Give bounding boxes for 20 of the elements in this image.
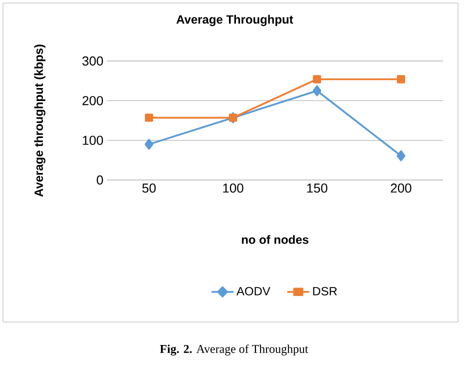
y-tick-label: 300: [82, 56, 103, 66]
y-tick-label: 0: [96, 175, 103, 185]
point: [144, 114, 154, 122]
y-axis-title: Average throughput (kbps): [34, 44, 46, 197]
x-axis-title: no of nodes: [242, 235, 308, 244]
x-tick-label: 50: [142, 184, 156, 193]
x-tick-label: 200: [390, 184, 412, 193]
legend-label: AODV: [236, 286, 270, 296]
y-tick-label: 100: [82, 136, 103, 145]
y-tick-label: 200: [82, 96, 103, 106]
point: [396, 75, 406, 84]
legend-label: DSR: [313, 286, 337, 296]
point: [396, 150, 406, 162]
x-tick-label: 100: [223, 184, 244, 193]
point: [312, 75, 322, 84]
text: Fig. 2. Average of Throughput: [160, 344, 308, 356]
chart-title: Average Throughput: [176, 14, 294, 26]
x-tick-label: 150: [307, 184, 328, 193]
point: [144, 138, 154, 150]
point: [312, 85, 322, 96]
